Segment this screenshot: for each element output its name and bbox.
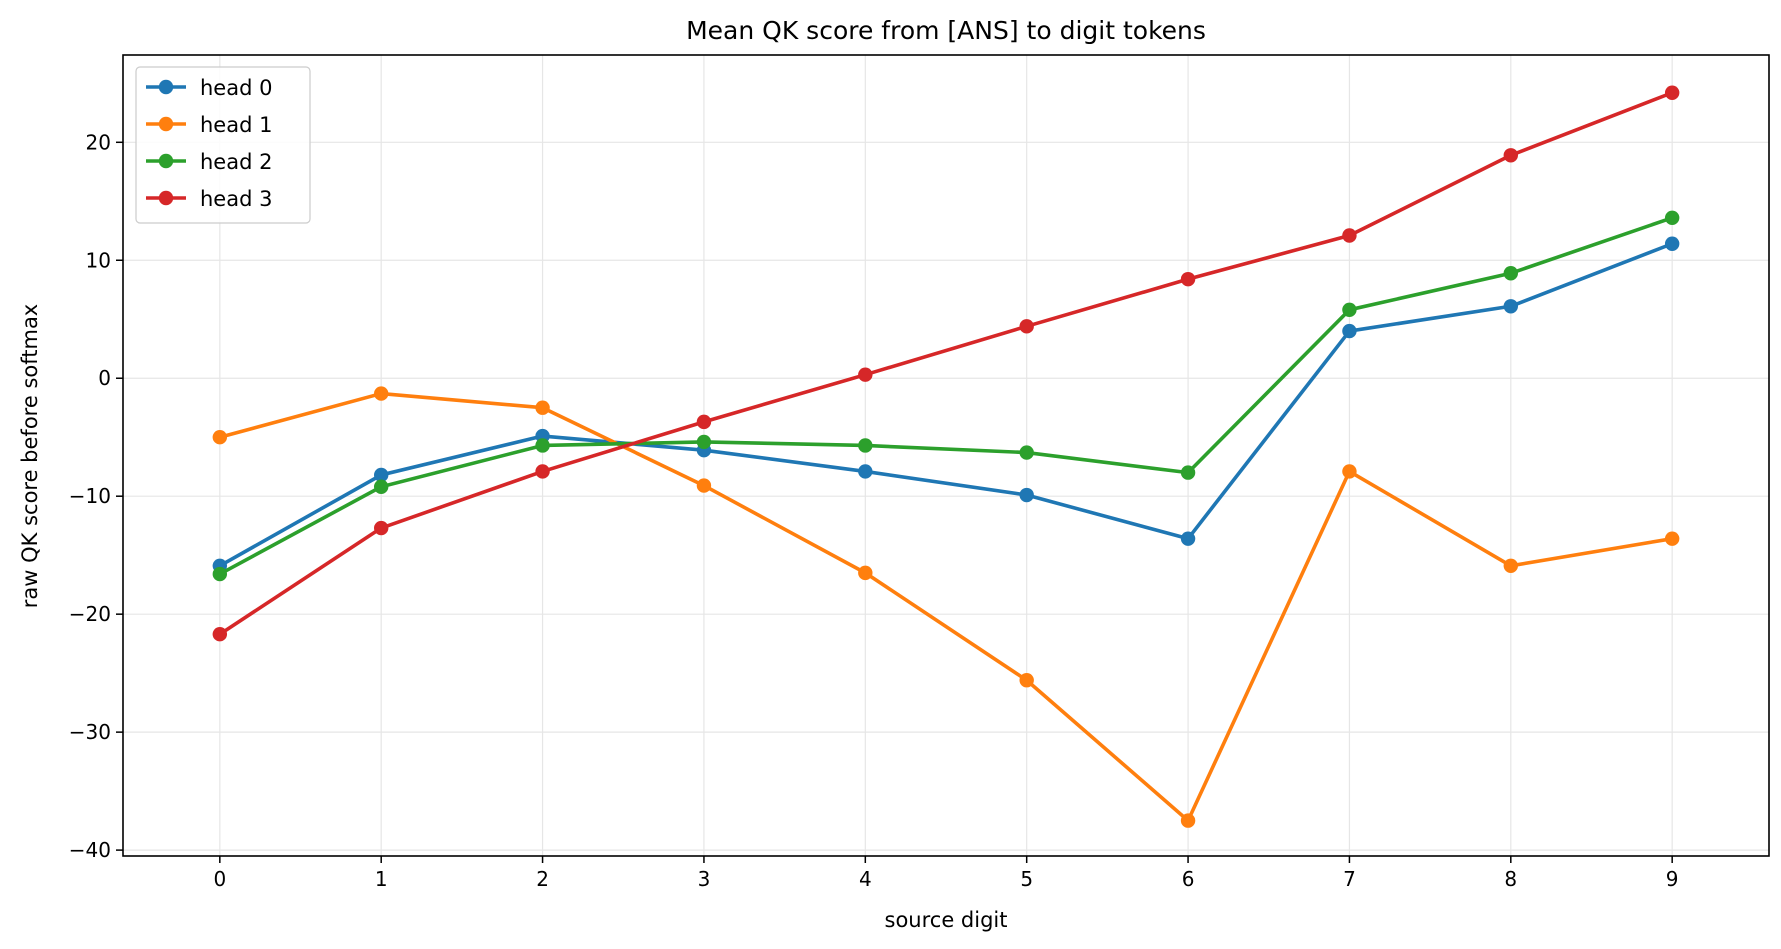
axis-ticks: 0 1 2 3 4 5 6 7 8 9 20 10 0 −10 −20 −30 −40: [69, 130, 1679, 891]
y-axis-label: raw QK score before softmax: [18, 304, 42, 609]
data-point: [1180, 271, 1196, 287]
data-point: [373, 467, 389, 483]
data-point: [1180, 465, 1196, 480]
data-point: [1019, 673, 1034, 688]
legend-label: head 3: [200, 187, 272, 211]
data-point: [1503, 266, 1519, 281]
data-point: [373, 386, 389, 401]
x-tick-label: 6: [1182, 867, 1195, 891]
x-tick-label: 2: [536, 867, 549, 891]
y-tick-label: −40: [69, 838, 111, 862]
legend-label: head 1: [200, 113, 272, 137]
data-point: [535, 464, 550, 479]
x-tick-label: 5: [1020, 867, 1033, 891]
series-line: [218, 90, 1674, 637]
y-tick-label: −30: [69, 720, 111, 744]
data-point: [535, 438, 550, 453]
data-point: [1503, 558, 1519, 573]
legend-label: head 2: [200, 150, 272, 174]
data-point: [1664, 85, 1680, 100]
x-tick-label: 3: [698, 867, 711, 891]
data-point: [212, 566, 228, 582]
series-layer: [212, 85, 1680, 828]
y-tick-label: −20: [69, 602, 111, 626]
data-point: [696, 434, 712, 450]
data-point: [1019, 445, 1034, 460]
data-point: [1180, 531, 1196, 546]
data-point: [1019, 319, 1034, 334]
series-line: [218, 391, 1674, 823]
data-point: [1503, 299, 1519, 314]
data-point: [373, 479, 389, 494]
legend-label: head 0: [200, 76, 272, 100]
x-tick-label: 0: [213, 867, 226, 891]
data-point: [1664, 531, 1680, 546]
legend-marker: [158, 153, 174, 169]
data-point: [1664, 236, 1680, 251]
data-point: [696, 414, 712, 430]
y-tick-label: 20: [86, 130, 111, 154]
legend-marker: [158, 79, 174, 95]
data-point: [1503, 148, 1519, 163]
y-tick-label: −10: [69, 484, 111, 508]
data-point: [535, 400, 550, 415]
data-point: [1342, 323, 1357, 339]
data-point: [1342, 228, 1357, 243]
x-tick-label: 4: [859, 867, 872, 891]
x-tick-label: 8: [1504, 867, 1517, 891]
data-point: [1180, 813, 1196, 828]
data-point: [858, 438, 873, 453]
data-point: [212, 627, 228, 642]
legend: head 0 head 1 head 2 head 3: [135, 66, 311, 224]
data-point: [212, 430, 228, 445]
x-tick-label: 7: [1343, 867, 1356, 891]
data-point: [1342, 464, 1357, 479]
plot-frame: [122, 54, 1770, 857]
data-point: [373, 520, 389, 536]
data-point: [1019, 487, 1034, 503]
legend-marker: [158, 190, 174, 206]
data-point: [858, 464, 873, 479]
legend-marker: [158, 116, 174, 132]
data-point: [858, 367, 873, 382]
x-tick-label: 1: [375, 867, 388, 891]
data-point: [858, 565, 873, 581]
grid-lines: [123, 55, 1769, 856]
data-point: [1664, 210, 1680, 225]
chart-title: Mean QK score from [ANS] to digit tokens: [686, 16, 1206, 45]
y-tick-label: 10: [86, 248, 111, 272]
x-axis-label: source digit: [885, 908, 1008, 932]
data-point: [1342, 302, 1357, 318]
legend-box: [135, 66, 311, 224]
y-tick-label: 0: [98, 366, 111, 390]
data-point: [696, 478, 712, 493]
x-tick-label: 9: [1666, 867, 1679, 891]
series-line: [218, 241, 1674, 568]
series-line: [218, 215, 1674, 576]
